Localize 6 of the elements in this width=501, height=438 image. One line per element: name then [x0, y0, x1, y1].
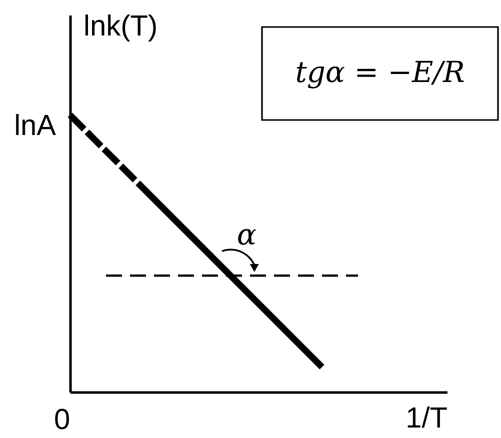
text: tgα = −E/R: [295, 55, 465, 89]
annotation: lnA: [14, 110, 57, 142]
annotation: α: [236, 218, 256, 252]
y-axis-title: lnk(T): [84, 10, 158, 42]
x-axis-title: 1/T: [406, 402, 448, 434]
text: 0: [54, 404, 70, 436]
